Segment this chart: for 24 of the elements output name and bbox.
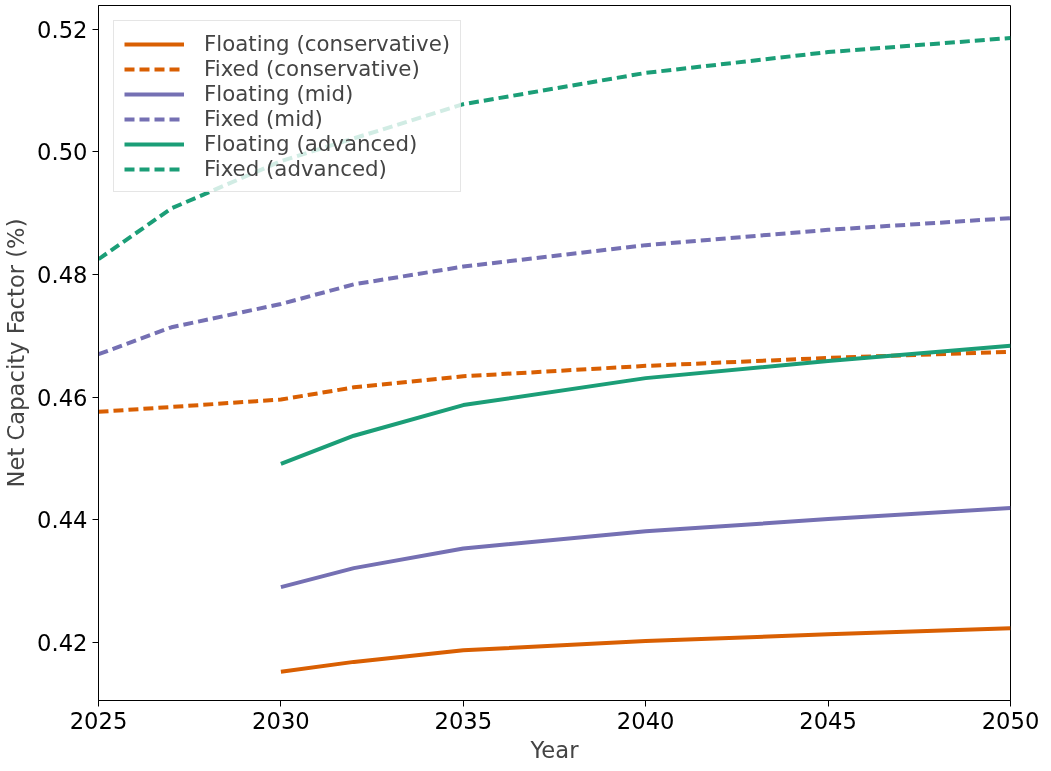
legend-label: Floating (conservative) bbox=[204, 31, 451, 56]
y-tick-label: 0.52 bbox=[37, 16, 88, 43]
legend-label: Fixed (conservative) bbox=[204, 56, 420, 81]
x-tick-label: 2040 bbox=[616, 707, 675, 734]
legend-label: Floating (advanced) bbox=[204, 131, 418, 156]
line-series bbox=[98, 216, 1011, 357]
legend-label: Floating (mid) bbox=[204, 81, 354, 106]
y-tick-label: 0.42 bbox=[37, 629, 88, 656]
x-tick-label: 2035 bbox=[434, 707, 493, 734]
y-tick-label: 0.48 bbox=[37, 262, 88, 289]
x-tick-label: 2030 bbox=[252, 707, 310, 734]
line-series bbox=[278, 506, 1011, 590]
x-tick-label: 2050 bbox=[981, 707, 1040, 734]
line-series bbox=[278, 343, 1011, 466]
x-tick-label: 2045 bbox=[799, 707, 857, 734]
y-tick-label: 0.50 bbox=[37, 139, 88, 166]
y-tick-label: 0.46 bbox=[37, 384, 88, 411]
line-series bbox=[278, 626, 1011, 674]
y-tick-label: 0.44 bbox=[37, 507, 88, 534]
x-axis-title: Year bbox=[529, 736, 580, 763]
legend-label: Fixed (advanced) bbox=[204, 156, 387, 181]
legend-label: Fixed (mid) bbox=[204, 106, 323, 131]
y-axis-title: Net Capacity Factor (%) bbox=[3, 218, 30, 488]
x-tick-label: 2025 bbox=[69, 707, 128, 734]
